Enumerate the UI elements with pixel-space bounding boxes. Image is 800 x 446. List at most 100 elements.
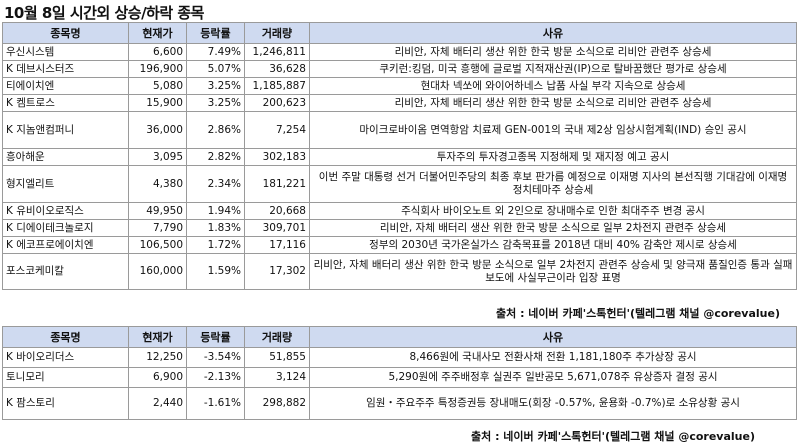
cell-reason: 이번 주말 대통령 선거 더불어민주당의 최종 후보 판가름 예정으로 이재명 … — [309, 165, 797, 203]
cell-volume: 302,183 — [244, 148, 310, 166]
cell-volume: 36,628 — [244, 60, 310, 78]
table-row: K 유비이오로직스 49,950 1.94% 20,668 주식회사 바이오노트 외 2… — [2, 202, 797, 220]
cell-reason: 투자주의 투자경고종목 지정해제 및 재지정 예고 공시 — [309, 148, 797, 166]
cell-reason: 리비안, 자체 배터리 생산 위한 한국 방문 소식으로 일부 2차전지 관련주… — [309, 219, 797, 237]
cell-rate: 2.86% — [186, 111, 245, 149]
cell-reason: 현대차 넥쏘에 와이어하네스 납품 사실 부각 지속으로 상승세 — [309, 77, 797, 95]
cell-price: 5,080 — [128, 77, 187, 95]
cell-rate: -2.13% — [186, 367, 245, 388]
rising-stocks-table: 종목명 현재가 등락률 거래량 사유 우신시스템 6,600 7.49% 1,246,… — [2, 22, 797, 290]
table-row: K 바이오리더스 12,250 -3.54% 51,855 8,466원에 국내사모 전… — [2, 347, 797, 368]
cell-name: K 바이오리더스 — [2, 347, 129, 368]
cell-rate: 3.25% — [186, 77, 245, 95]
cell-price: 49,950 — [128, 202, 187, 220]
table-row: 티에이치엔 5,080 3.25% 1,185,887 현대차 넥쏘에 와이어하네스 납… — [2, 77, 797, 95]
cell-price: 36,000 — [128, 111, 187, 149]
cell-reason: 마이크로바이옴 면역항암 치료제 GEN-001의 국내 제2상 임상시험계획(… — [309, 111, 797, 149]
cell-name: K 켐트로스 — [2, 94, 129, 112]
cell-name: 포스코케미칼 — [2, 253, 129, 290]
cell-price: 3,095 — [128, 148, 187, 166]
cell-rate: 1.83% — [186, 219, 245, 237]
cell-volume: 181,221 — [244, 165, 310, 203]
cell-volume: 309,701 — [244, 219, 310, 237]
table-row: K 디에이테크놀로지 7,790 1.83% 309,701 리비안, 자체 배터리 생… — [2, 219, 797, 237]
table-row: 토니모리 6,900 -2.13% 3,124 5,290원에 주주배정후 실권주 일반… — [2, 367, 797, 388]
cell-price: 160,000 — [128, 253, 187, 290]
cell-volume: 20,668 — [244, 202, 310, 220]
cell-volume: 7,254 — [244, 111, 310, 149]
cell-rate: 1.59% — [186, 253, 245, 290]
cell-rate: 1.94% — [186, 202, 245, 220]
cell-reason: 리비안, 자체 배터리 생산 위한 한국 방문 소식으로 리비안 관련주 상승세 — [309, 43, 797, 61]
source-note: 출처 : 네이버 카페'스톡헌터'(텔레그램 채널 @corevalue) — [471, 430, 755, 443]
cell-reason: 5,290원에 주주배정후 실권주 일반공모 5,671,078주 유상증자 결… — [309, 367, 797, 388]
cell-price: 12,250 — [128, 347, 187, 368]
cell-volume: 51,855 — [244, 347, 310, 368]
cell-rate: 1.72% — [186, 236, 245, 254]
cell-name: K 팜스토리 — [2, 387, 129, 420]
cell-price: 6,900 — [128, 367, 187, 388]
cell-price: 106,500 — [128, 236, 187, 254]
table-row: K 켐트로스 15,900 3.25% 200,623 리비안, 자체 배터리 생산 위… — [2, 94, 797, 112]
cell-price: 6,600 — [128, 43, 187, 61]
header-volume: 거래량 — [244, 22, 310, 44]
page-title: 10월 8일 시간외 상승/하락 종목 — [4, 4, 204, 22]
table-row: K 데브시스터즈 196,900 5.07% 36,628 쿠키런:킹덤, 미국 흥행에… — [2, 60, 797, 78]
cell-volume: 1,246,811 — [244, 43, 310, 61]
cell-name: K 디에이테크놀로지 — [2, 219, 129, 237]
cell-rate: 2.34% — [186, 165, 245, 203]
cell-price: 7,790 — [128, 219, 187, 237]
header-reason: 사유 — [309, 22, 797, 44]
table-row: K 지놈앤컴퍼니 36,000 2.86% 7,254 마이크로바이옴 면역항암 치료제… — [2, 111, 797, 149]
cell-rate: 3.25% — [186, 94, 245, 112]
cell-name: 우신시스템 — [2, 43, 129, 61]
cell-name: K 지놈앤컴퍼니 — [2, 111, 129, 149]
header-price: 현재가 — [128, 22, 187, 44]
header-rate: 등락률 — [186, 22, 245, 44]
cell-price: 196,900 — [128, 60, 187, 78]
cell-reason: 정부의 2030년 국가온실가스 감축목표를 2018년 대비 40% 감축안 … — [309, 236, 797, 254]
cell-price: 15,900 — [128, 94, 187, 112]
table-row: 포스코케미칼 160,000 1.59% 17,302 리비안, 자체 배터리 생산 위… — [2, 253, 797, 290]
table-row: 흥아해운 3,095 2.82% 302,183 투자주의 투자경고종목 지정해제 및 … — [2, 148, 797, 166]
cell-name: K 에코프로에이치엔 — [2, 236, 129, 254]
cell-name: 흥아해운 — [2, 148, 129, 166]
header-rate: 등락률 — [186, 326, 245, 348]
cell-reason: 주식회사 바이오노트 외 2인으로 장내매수로 인한 최대주주 변경 공시 — [309, 202, 797, 220]
cell-rate: 7.49% — [186, 43, 245, 61]
table-row: 형지엘리트 4,380 2.34% 181,221 이번 주말 대통령 선거 더불어민주… — [2, 165, 797, 203]
cell-volume: 17,116 — [244, 236, 310, 254]
cell-volume: 200,623 — [244, 94, 310, 112]
cell-rate: -3.54% — [186, 347, 245, 368]
source-note: 출처 : 네이버 카페'스톡헌터'(텔레그램 채널 @corevalue) — [496, 307, 780, 320]
cell-name: 티에이치엔 — [2, 77, 129, 95]
header-volume: 거래량 — [244, 326, 310, 348]
falling-stocks-table: 종목명 현재가 등락률 거래량 사유 K 바이오리더스 12,250 -3.54% 5… — [2, 326, 797, 420]
header-name: 종목명 — [2, 22, 129, 44]
cell-volume: 3,124 — [244, 367, 310, 388]
table-row: 우신시스템 6,600 7.49% 1,246,811 리비안, 자체 배터리 생산 위… — [2, 43, 797, 61]
table-header-row: 종목명 현재가 등락률 거래량 사유 — [2, 326, 797, 348]
cell-price: 4,380 — [128, 165, 187, 203]
cell-rate: -1.61% — [186, 387, 245, 420]
falling-stocks-body: K 바이오리더스 12,250 -3.54% 51,855 8,466원에 국내사모 전… — [2, 347, 797, 420]
cell-volume: 1,185,887 — [244, 77, 310, 95]
header-name: 종목명 — [2, 326, 129, 348]
header-reason: 사유 — [309, 326, 797, 348]
table-row: K 에코프로에이치엔 106,500 1.72% 17,116 정부의 2030년 국가… — [2, 236, 797, 254]
rising-stocks-body: 우신시스템 6,600 7.49% 1,246,811 리비안, 자체 배터리 생산 위… — [2, 43, 797, 290]
cell-name: 형지엘리트 — [2, 165, 129, 203]
cell-reason: 임원・주요주주 특정증권등 장내매도(회장 -0.57%, 윤용화 -0.7%)… — [309, 387, 797, 420]
cell-name: K 데브시스터즈 — [2, 60, 129, 78]
cell-rate: 5.07% — [186, 60, 245, 78]
cell-rate: 2.82% — [186, 148, 245, 166]
header-price: 현재가 — [128, 326, 187, 348]
table-header-row: 종목명 현재가 등락률 거래량 사유 — [2, 22, 797, 44]
cell-name: 토니모리 — [2, 367, 129, 388]
cell-reason: 쿠키런:킹덤, 미국 흥행에 글로벌 지적재산권(IP)으로 탈바꿈했단 평가로… — [309, 60, 797, 78]
cell-reason: 8,466원에 국내사모 전환사채 전환 1,181,180주 추가상장 공시 — [309, 347, 797, 368]
cell-volume: 17,302 — [244, 253, 310, 290]
table-row: K 팜스토리 2,440 -1.61% 298,882 임원・주요주주 특정증권등 장내… — [2, 387, 797, 420]
cell-volume: 298,882 — [244, 387, 310, 420]
cell-reason: 리비안, 자체 배터리 생산 위한 한국 방문 소식으로 일부 2차전지 관련주… — [309, 253, 797, 290]
